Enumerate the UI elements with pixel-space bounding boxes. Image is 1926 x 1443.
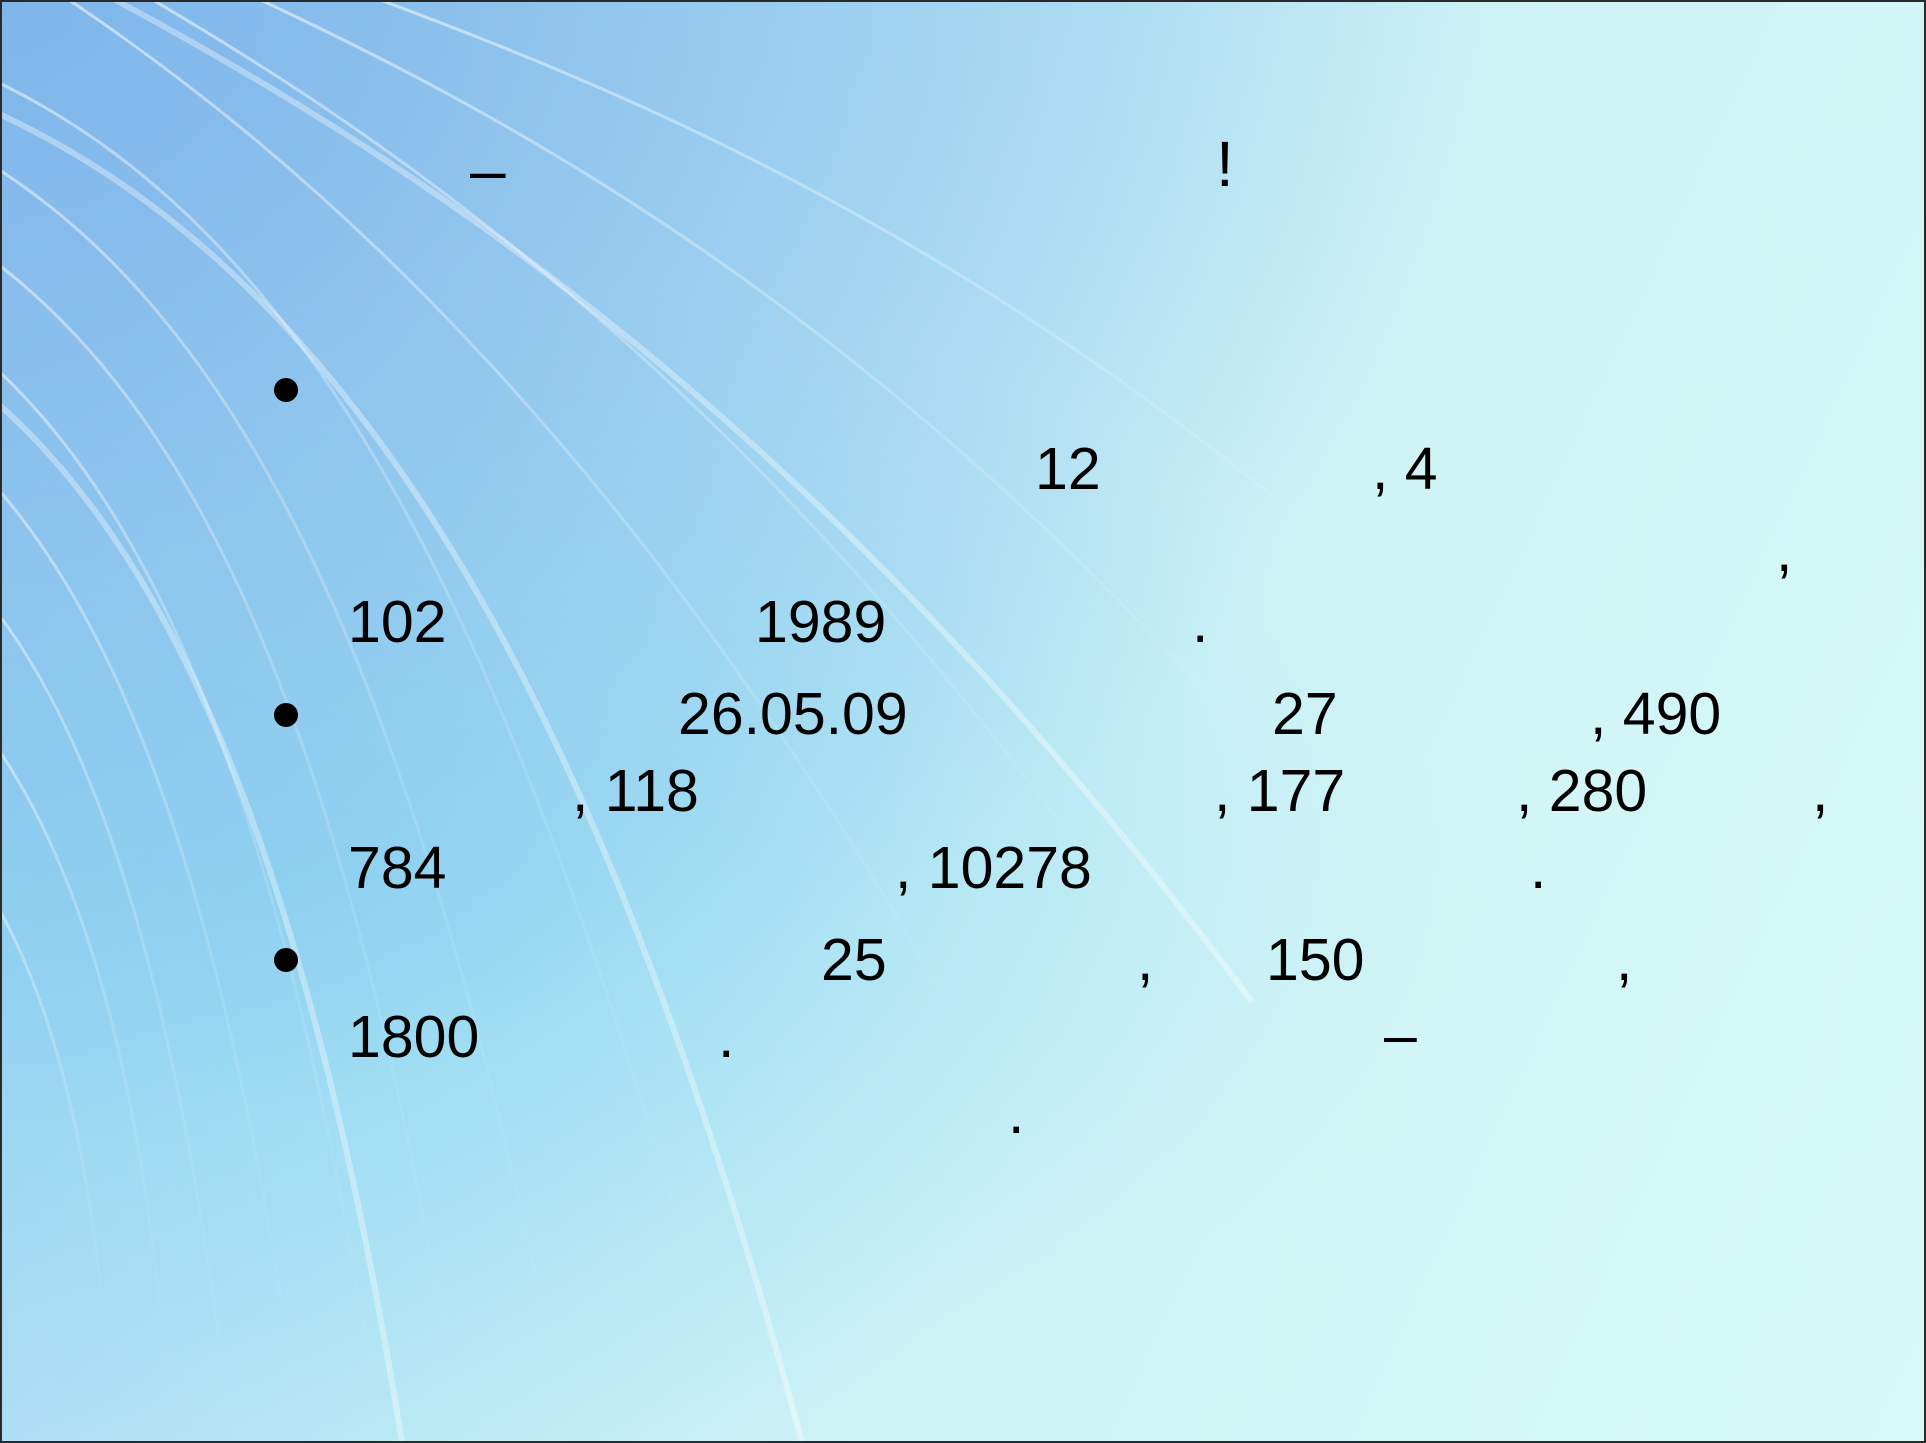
title-dash: – xyxy=(470,134,506,206)
bullet3-fragment-period-a: . xyxy=(718,1004,735,1070)
bullet-marker-1 xyxy=(274,378,298,402)
bullet1-fragment-102: 102 xyxy=(348,589,447,655)
bullet2-fragment-10278: , 10278 xyxy=(895,835,1092,901)
bullet1-fragment-12: 12 xyxy=(1035,436,1101,502)
bullet3-fragment-period-b: . xyxy=(1008,1080,1025,1146)
bullet-marker-2 xyxy=(274,703,298,727)
bullet-marker-3 xyxy=(274,948,298,972)
bullet2-fragment-490: , 490 xyxy=(1590,681,1722,747)
bullet1-fragment-4: , 4 xyxy=(1372,436,1438,502)
bullet3-fragment-1800: 1800 xyxy=(348,1004,480,1070)
bullet3-fragment-comma-b: , xyxy=(1616,927,1633,993)
title-exclamation: ! xyxy=(1216,128,1234,200)
bullet2-fragment-27: 27 xyxy=(1272,681,1338,747)
bullet1-fragment-period: . xyxy=(1192,589,1209,655)
bullet2-fragment-280: , 280 xyxy=(1516,758,1648,824)
bullet3-fragment-150: 150 xyxy=(1266,927,1365,993)
bullet2-fragment-date: 26.05.09 xyxy=(678,681,908,747)
bullet2-fragment-comma: , xyxy=(1812,758,1829,824)
bullet1-fragment-1989: 1989 xyxy=(755,589,887,655)
bullet2-fragment-118: , 118 xyxy=(572,758,699,824)
bullet2-fragment-period: . xyxy=(1530,835,1547,901)
bullet3-fragment-comma-a: , xyxy=(1137,927,1154,993)
bullet3-fragment-dash: – xyxy=(1384,1002,1417,1068)
bullet2-fragment-177: , 177 xyxy=(1214,758,1346,824)
bullet1-fragment-comma: , xyxy=(1776,518,1793,584)
bullet2-fragment-784: 784 xyxy=(348,835,447,901)
bullet3-fragment-25: 25 xyxy=(821,927,887,993)
